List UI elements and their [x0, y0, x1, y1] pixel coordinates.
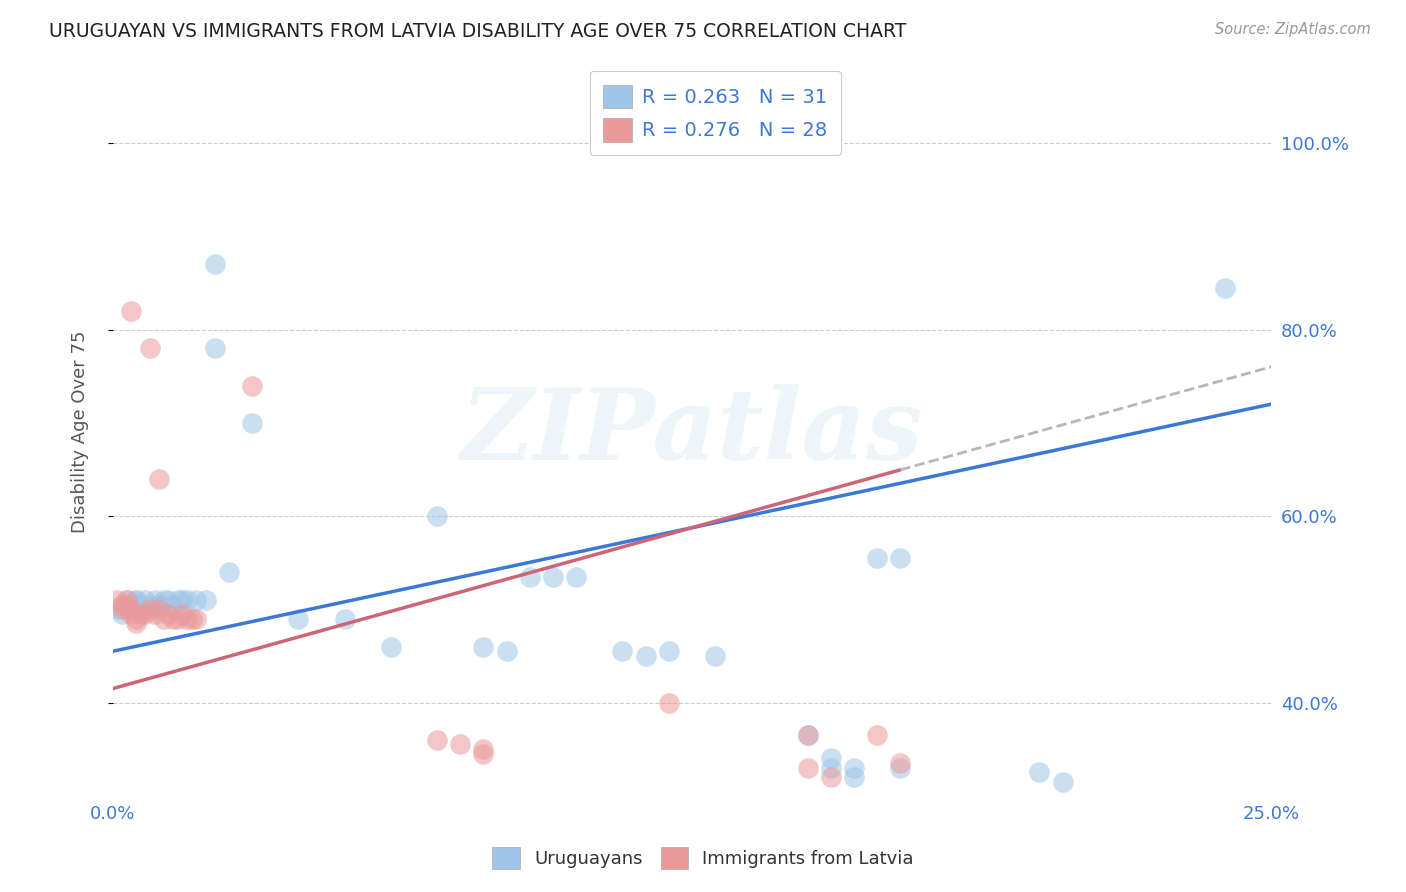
Point [565, 569, 588, 583]
Point [125, 593, 148, 607]
Point [115, 598, 138, 612]
Point [820, 761, 842, 775]
Point [143, 593, 166, 607]
Point [148, 602, 170, 616]
Point [139, 602, 162, 616]
Point [704, 648, 727, 663]
Point [125, 593, 148, 607]
Point [120, 607, 142, 621]
Point [157, 607, 180, 621]
Point [1213, 280, 1236, 294]
Point [426, 509, 449, 524]
Point [842, 761, 865, 775]
Point [658, 696, 681, 710]
Point [148, 598, 170, 612]
Point [139, 341, 162, 355]
Point [166, 593, 188, 607]
Point [120, 304, 142, 318]
Point [472, 742, 495, 756]
Point [426, 732, 449, 747]
Point [129, 598, 152, 612]
Text: ZIPatlas: ZIPatlas [461, 384, 924, 481]
Point [111, 602, 134, 616]
Point [125, 612, 148, 626]
Point [797, 728, 820, 742]
Point [240, 378, 263, 392]
Point [134, 607, 156, 621]
Point [186, 593, 208, 607]
Point [1028, 765, 1050, 780]
Point [115, 598, 138, 612]
Point [449, 738, 471, 752]
Point [120, 602, 142, 616]
Point [204, 257, 226, 271]
Point [180, 612, 202, 626]
Point [162, 598, 184, 612]
Point [134, 593, 156, 607]
Point [172, 607, 194, 621]
Point [287, 612, 309, 626]
Point [380, 640, 402, 654]
Point [194, 593, 217, 607]
Point [139, 598, 162, 612]
Point [889, 756, 911, 771]
Text: URUGUAYAN VS IMMIGRANTS FROM LATVIA DISABILITY AGE OVER 75 CORRELATION CHART: URUGUAYAN VS IMMIGRANTS FROM LATVIA DISA… [49, 22, 907, 41]
Point [107, 593, 129, 607]
Point [153, 593, 176, 607]
Y-axis label: Disability Age Over 75: Disability Age Over 75 [72, 331, 89, 533]
Legend: Uruguayans, Immigrants from Latvia: Uruguayans, Immigrants from Latvia [484, 838, 922, 879]
Point [204, 341, 226, 355]
Point [129, 602, 152, 616]
Point [541, 569, 564, 583]
Point [129, 607, 152, 621]
Point [797, 728, 820, 742]
Legend: R = 0.263   N = 31, R = 0.276   N = 28: R = 0.263 N = 31, R = 0.276 N = 28 [589, 71, 841, 155]
Point [658, 644, 681, 658]
Point [111, 598, 134, 612]
Point [166, 612, 188, 626]
Point [143, 607, 166, 621]
Point [634, 648, 657, 663]
Point [120, 598, 142, 612]
Point [176, 593, 198, 607]
Point [612, 644, 634, 658]
Point [125, 616, 148, 631]
Point [866, 728, 889, 742]
Point [186, 612, 208, 626]
Point [889, 761, 911, 775]
Point [472, 747, 495, 761]
Point [495, 644, 517, 658]
Point [111, 607, 134, 621]
Point [218, 565, 240, 579]
Point [842, 770, 865, 784]
Point [107, 602, 129, 616]
Point [866, 551, 889, 566]
Point [157, 593, 180, 607]
Point [797, 761, 820, 775]
Point [820, 751, 842, 765]
Point [162, 612, 184, 626]
Point [115, 593, 138, 607]
Point [333, 612, 356, 626]
Point [176, 612, 198, 626]
Point [820, 770, 842, 784]
Point [148, 598, 170, 612]
Point [472, 640, 495, 654]
Point [115, 593, 138, 607]
Point [889, 551, 911, 566]
Point [172, 593, 194, 607]
Point [153, 612, 176, 626]
Point [1052, 774, 1074, 789]
Point [240, 416, 263, 430]
Point [148, 472, 170, 486]
Point [519, 569, 541, 583]
Point [120, 602, 142, 616]
Text: Source: ZipAtlas.com: Source: ZipAtlas.com [1215, 22, 1371, 37]
